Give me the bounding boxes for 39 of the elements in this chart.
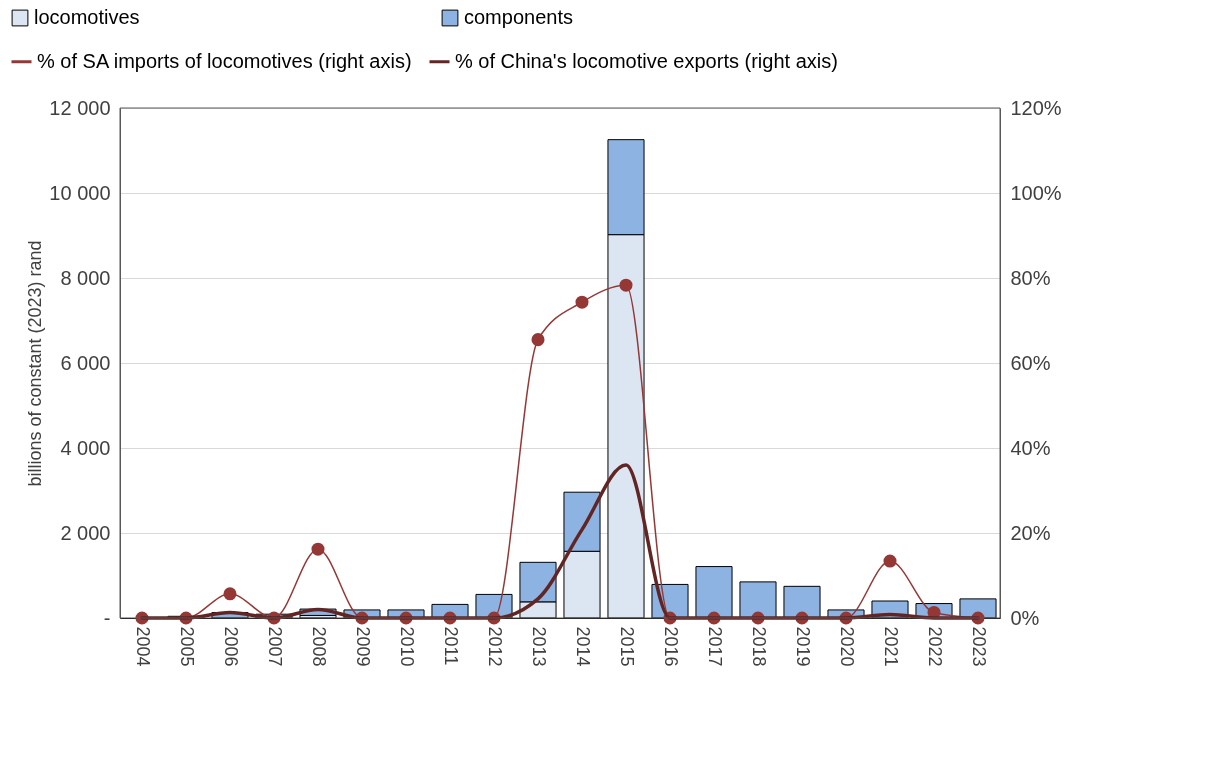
x-tick-label: 2011	[441, 626, 461, 666]
legend-label: % of China's locomotive exports (right axis)	[455, 49, 838, 72]
y2-tick-label: 80%	[1010, 266, 1051, 289]
y2-tick-label: 20%	[1010, 521, 1051, 544]
y2-tick-label: 0%	[1010, 606, 1040, 629]
y2-tick-label: 40%	[1010, 436, 1051, 459]
x-tick-label: 2016	[661, 626, 681, 667]
legend-label: % of SA imports of locomotives (right axis)	[37, 49, 412, 72]
x-tick-label: 2021	[881, 626, 901, 667]
x-tick-label: 2009	[353, 626, 373, 667]
x-tick-label: 2014	[573, 626, 593, 667]
y2-tick-label: 120%	[1010, 96, 1062, 119]
y-tick-label: 10 000	[49, 181, 111, 204]
y-tick-label: 8 000	[60, 266, 111, 289]
x-tick-label: 2012	[485, 626, 505, 667]
x-tick-label: 2015	[617, 626, 637, 667]
y-tick-label: 12 000	[49, 96, 111, 119]
x-tick-label: 2019	[793, 626, 813, 667]
x-tick-label: 2004	[133, 626, 153, 667]
y2-tick-label: 100%	[1010, 181, 1062, 204]
y-tick-label: 6 000	[60, 351, 111, 374]
y-axis-title: billions of constant (2023) rand	[25, 240, 46, 487]
legend-label: locomotives	[34, 6, 140, 28]
x-tick-label: 2013	[529, 626, 549, 667]
y-tick-label: -	[103, 606, 111, 629]
x-tick-label: 2007	[265, 626, 285, 667]
x-tick-label: 2008	[309, 626, 329, 667]
y2-tick-label: 60%	[1010, 351, 1051, 374]
x-tick-label: 2023	[969, 626, 989, 667]
x-tick-label: 2010	[397, 626, 417, 667]
x-tick-label: 2018	[749, 626, 769, 667]
y-tick-label: 2 000	[60, 521, 111, 544]
x-tick-label: 2022	[925, 626, 945, 667]
y-tick-label: 4 000	[60, 436, 111, 459]
legend-label: components	[464, 6, 573, 28]
x-tick-label: 2017	[705, 626, 725, 667]
x-tick-label: 2005	[177, 626, 197, 667]
x-tick-label: 2020	[837, 626, 857, 667]
x-tick-label: 2006	[221, 626, 241, 667]
